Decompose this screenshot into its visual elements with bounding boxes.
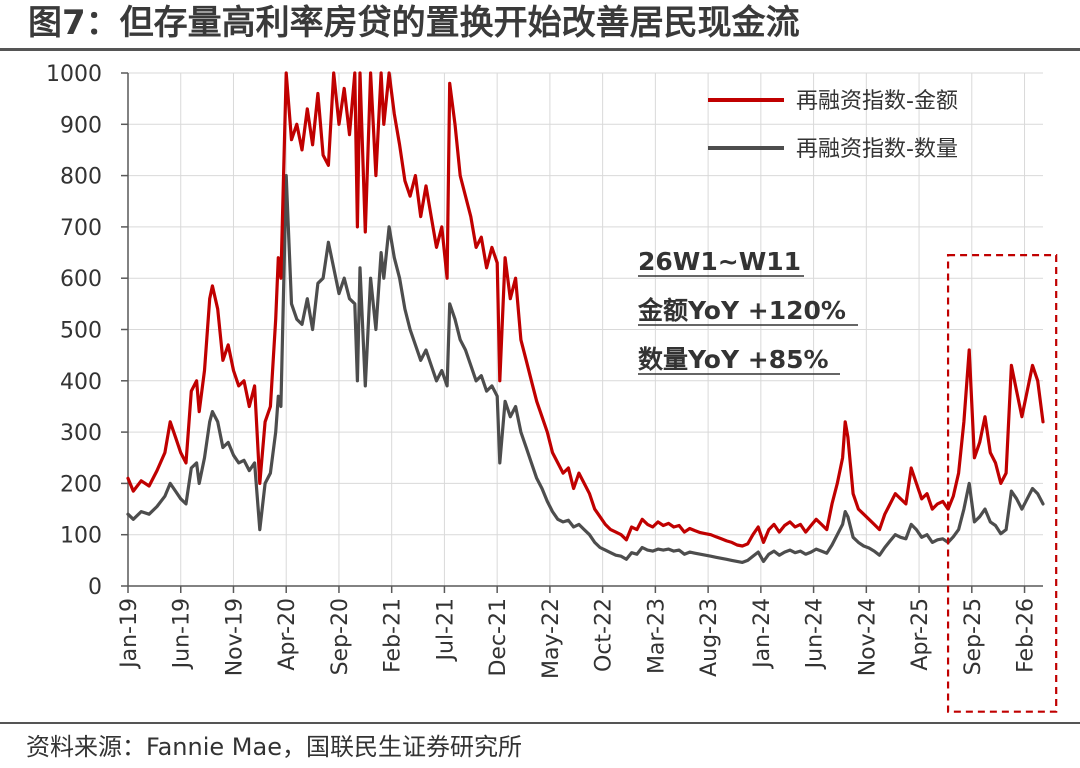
x-tick-label: Mar-23 xyxy=(644,598,669,674)
axes: 0 100 200 300 400 500 600 700 800 900 1000 Jan-19 Ju… xyxy=(46,62,1043,679)
y-tick-label: 600 xyxy=(60,267,102,292)
y-tick-label: 800 xyxy=(60,165,102,190)
x-tick-label: Jan-19 xyxy=(117,598,142,670)
source-note: 资料来源：Fannie Mae，国联民生证券研究所 xyxy=(26,733,522,761)
y-tick-label: 100 xyxy=(60,524,102,549)
title-divider xyxy=(0,48,1080,51)
highlight-box-layer xyxy=(946,254,1058,713)
x-tick-label: Nov-19 xyxy=(222,598,247,676)
legend-label-amount: 再融资指数-金额 xyxy=(796,89,958,114)
x-tick-label: Nov-24 xyxy=(855,598,880,676)
y-tick-label: 0 xyxy=(88,575,102,600)
x-tick-label: May-22 xyxy=(539,598,564,679)
page-title: 图7：但存量高利率房贷的置换开始改善居民现金流 xyxy=(28,3,800,43)
footer-divider xyxy=(0,722,1080,724)
x-tick-label: Jul-21 xyxy=(433,598,458,662)
x-tick-label: Sep-20 xyxy=(328,598,353,675)
y-tick-label: 200 xyxy=(60,472,102,497)
x-tick-label: Oct-22 xyxy=(592,598,617,672)
y-tick-label: 300 xyxy=(60,421,102,446)
annotation-period: 26W1~W11 xyxy=(638,247,801,276)
x-tick-label: Apr-25 xyxy=(908,598,933,671)
y-tick-label: 1000 xyxy=(46,62,102,87)
x-tick-label: Sep-25 xyxy=(961,598,986,675)
yoy-annotation: 26W1~W11 金额YoY +120% 数量YoY +85% xyxy=(637,247,858,375)
x-tick-label: Feb-26 xyxy=(1014,598,1039,673)
x-tick-label: Aug-23 xyxy=(697,598,722,677)
x-tick-label: Jun-19 xyxy=(170,598,195,670)
highlight-box xyxy=(946,254,1058,713)
y-tick-label: 700 xyxy=(60,216,102,241)
legend: 再融资指数-金额 再融资指数-数量 xyxy=(708,89,958,162)
x-tick-label: Apr-20 xyxy=(275,598,300,671)
annotation-amount-yoy: 金额YoY +120% xyxy=(637,296,846,325)
y-tick-label: 400 xyxy=(60,370,102,395)
x-tick-label: Jan-24 xyxy=(750,598,775,670)
x-tick-label: Feb-21 xyxy=(381,598,406,673)
series-line-count xyxy=(126,174,1045,565)
y-tick-label: 900 xyxy=(60,113,102,138)
y-tick-label: 500 xyxy=(60,319,102,344)
x-tick-label: Jun-24 xyxy=(803,598,828,670)
refinance-index-chart: 0 100 200 300 400 500 600 700 800 900 1000 Jan-19 Ju… xyxy=(46,62,1058,713)
series-lines xyxy=(126,71,1045,565)
series-line-amount xyxy=(126,71,1045,548)
annotation-count-yoy: 数量YoY +85% xyxy=(638,345,829,374)
legend-label-count: 再融资指数-数量 xyxy=(796,137,958,162)
x-tick-label: Dec-21 xyxy=(486,598,511,677)
